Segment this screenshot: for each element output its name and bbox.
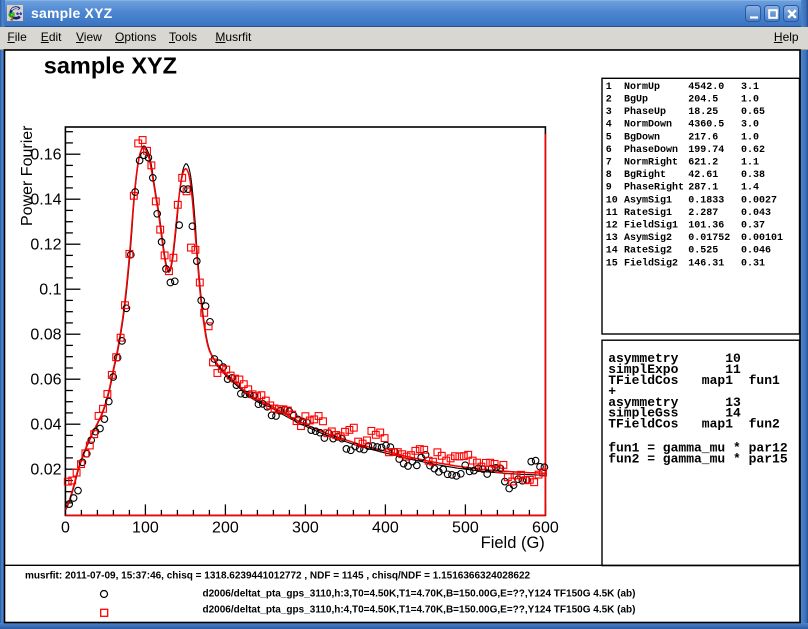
svg-text:fun1 = gamma_mu * par12: fun1 = gamma_mu * par12 xyxy=(608,441,788,456)
svg-text:3.0: 3.0 xyxy=(741,120,759,131)
svg-text:fun2 = gamma_mu * par15: fun2 = gamma_mu * par15 xyxy=(608,451,788,466)
svg-text:0.31: 0.31 xyxy=(741,258,765,269)
svg-text:FieldSig1: FieldSig1 xyxy=(624,220,678,232)
svg-text:3.1: 3.1 xyxy=(741,82,759,93)
svg-text:simpleGss 14: simpleGss 14 xyxy=(608,406,741,421)
svg-text:+: + xyxy=(608,384,616,399)
svg-text:PhaseUp: PhaseUp xyxy=(624,106,666,118)
svg-text:0.525: 0.525 xyxy=(688,246,718,257)
svg-text:1.1: 1.1 xyxy=(741,158,759,169)
svg-text:300: 300 xyxy=(292,520,319,537)
svg-text:13: 13 xyxy=(606,233,618,244)
svg-text:287.1: 287.1 xyxy=(688,183,718,194)
svg-text:simplExpo 11: simplExpo 11 xyxy=(608,362,741,377)
svg-text:PhaseDown: PhaseDown xyxy=(624,144,678,156)
svg-text:2: 2 xyxy=(606,95,612,106)
svg-text:NormDown: NormDown xyxy=(624,120,672,131)
svg-text:0.1: 0.1 xyxy=(39,282,61,299)
svg-text:0.37: 0.37 xyxy=(741,221,765,232)
svg-text:AsymSig1: AsymSig1 xyxy=(624,194,672,206)
svg-text:0.02: 0.02 xyxy=(30,462,61,479)
svg-text:NormUp: NormUp xyxy=(624,82,660,93)
svg-text:sample XYZ: sample XYZ xyxy=(44,53,177,79)
svg-text:0.00101: 0.00101 xyxy=(741,233,783,244)
svg-text:0.16: 0.16 xyxy=(30,147,61,164)
svg-text:8: 8 xyxy=(606,170,612,181)
svg-text:0.06: 0.06 xyxy=(30,372,61,389)
svg-text:42.61: 42.61 xyxy=(688,170,718,181)
svg-text:0.0027: 0.0027 xyxy=(741,195,777,206)
svg-text:500: 500 xyxy=(452,520,479,537)
svg-text:1.0: 1.0 xyxy=(741,95,759,106)
svg-text:0.043: 0.043 xyxy=(741,208,771,219)
svg-text:4360.5: 4360.5 xyxy=(688,120,724,131)
svg-text:217.6: 217.6 xyxy=(688,132,718,143)
svg-text:11: 11 xyxy=(606,208,618,219)
svg-text:d2006/deltat_pta_gps_3110,h:4,: d2006/deltat_pta_gps_3110,h:4,T0=4.50K,T… xyxy=(203,605,636,616)
svg-text:10: 10 xyxy=(606,195,618,206)
svg-text:600: 600 xyxy=(532,520,559,537)
svg-text:5: 5 xyxy=(606,132,612,143)
svg-text:0.046: 0.046 xyxy=(741,246,771,257)
svg-text:Field (G): Field (G) xyxy=(481,534,545,552)
svg-text:AsymSig2: AsymSig2 xyxy=(624,232,672,244)
svg-text:204.5: 204.5 xyxy=(688,95,718,106)
svg-text:15: 15 xyxy=(606,258,618,269)
svg-text:9: 9 xyxy=(606,183,612,194)
svg-text:100: 100 xyxy=(132,520,159,537)
svg-text:1.0: 1.0 xyxy=(741,132,759,143)
svg-text:TFieldCos map1 fun1: TFieldCos map1 fun1 xyxy=(608,373,780,388)
svg-text:12: 12 xyxy=(606,221,618,232)
svg-text:400: 400 xyxy=(372,520,399,537)
svg-text:0.38: 0.38 xyxy=(741,170,765,181)
svg-text:2.287: 2.287 xyxy=(688,208,718,219)
svg-text:RateSig2: RateSig2 xyxy=(624,245,672,257)
svg-text:FieldSig2: FieldSig2 xyxy=(624,257,678,269)
svg-text:PhaseRight: PhaseRight xyxy=(624,182,684,194)
svg-text:BgRight: BgRight xyxy=(624,169,666,181)
svg-text:Power Fourier: Power Fourier xyxy=(19,125,36,226)
svg-text:musrfit: 2011-07-09, 15:37:46,: musrfit: 2011-07-09, 15:37:46, chisq = 1… xyxy=(25,571,531,582)
svg-text:0.14: 0.14 xyxy=(30,192,61,209)
svg-text:6: 6 xyxy=(606,145,612,156)
svg-text:621.2: 621.2 xyxy=(688,158,718,169)
svg-text:RateSig1: RateSig1 xyxy=(624,207,672,219)
svg-text:asymmetry 10: asymmetry 10 xyxy=(608,351,741,366)
svg-text:0.04: 0.04 xyxy=(30,417,61,434)
svg-text:d2006/deltat_pta_gps_3110,h:3,: d2006/deltat_pta_gps_3110,h:3,T0=4.50K,T… xyxy=(203,589,636,600)
svg-text:BgDown: BgDown xyxy=(624,132,660,143)
svg-text:1.4: 1.4 xyxy=(741,183,759,194)
svg-text:TFieldCos map1 fun2: TFieldCos map1 fun2 xyxy=(608,417,780,432)
svg-text:14: 14 xyxy=(606,246,618,257)
svg-text:7: 7 xyxy=(606,158,612,169)
svg-text:0.08: 0.08 xyxy=(30,327,61,344)
svg-text:18.25: 18.25 xyxy=(688,107,718,118)
svg-text:0.12: 0.12 xyxy=(30,237,61,254)
svg-text:NormRight: NormRight xyxy=(624,157,678,169)
svg-text:asymmetry 13: asymmetry 13 xyxy=(608,395,741,410)
svg-text:0: 0 xyxy=(61,520,70,537)
svg-text:199.74: 199.74 xyxy=(688,145,724,156)
svg-text:101.36: 101.36 xyxy=(688,221,724,232)
svg-text:0.62: 0.62 xyxy=(741,145,765,156)
svg-text:200: 200 xyxy=(212,520,239,537)
svg-text:0.65: 0.65 xyxy=(741,107,765,118)
svg-text:4542.0: 4542.0 xyxy=(688,82,724,93)
svg-text:1: 1 xyxy=(606,82,612,93)
svg-text:0.1833: 0.1833 xyxy=(688,195,724,206)
svg-text:4: 4 xyxy=(606,120,612,131)
svg-text:0.01752: 0.01752 xyxy=(688,233,730,244)
svg-text:BgUp: BgUp xyxy=(624,95,648,106)
svg-text:146.31: 146.31 xyxy=(688,258,724,269)
svg-text:3: 3 xyxy=(606,107,612,118)
